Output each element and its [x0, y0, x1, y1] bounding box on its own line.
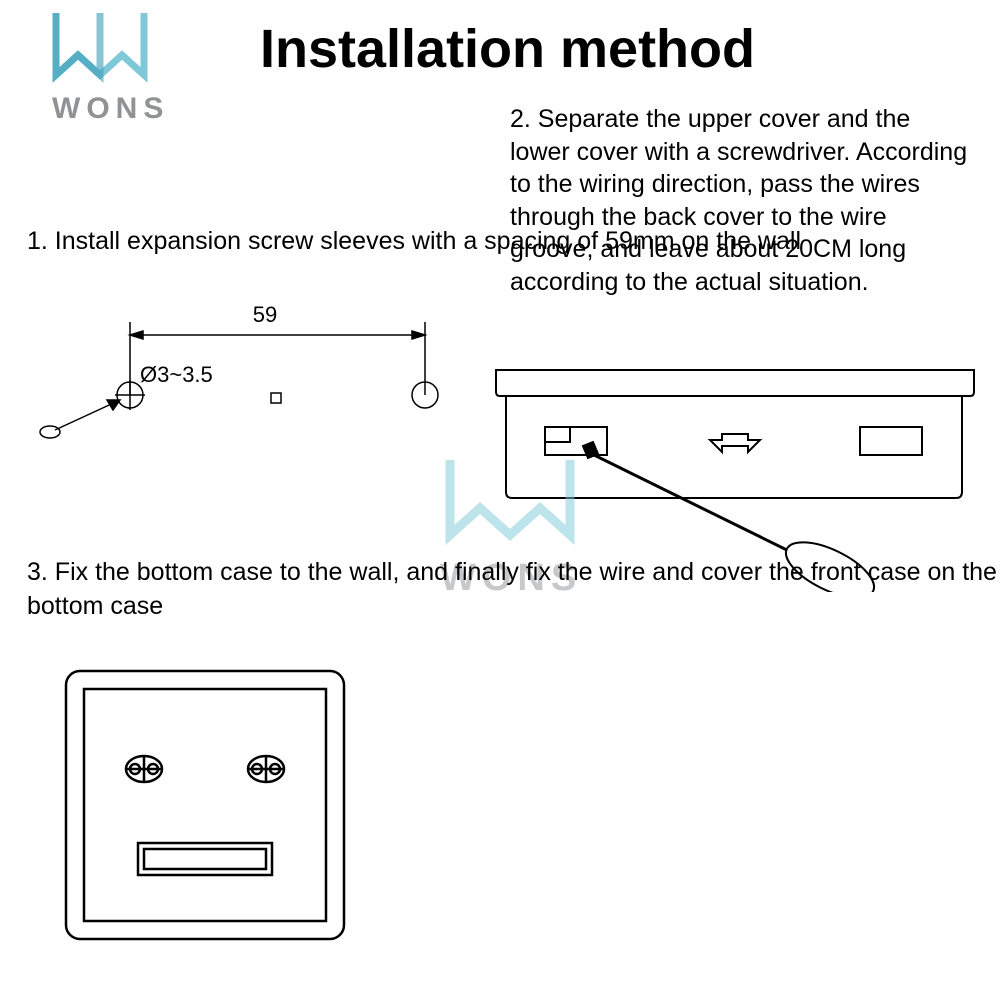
brand-logo: WONS	[48, 5, 183, 135]
step3-diagram	[60, 665, 350, 960]
step3-text: 3. Fix the bottom case to the wall, and …	[27, 556, 1000, 624]
dimension-59: 59	[253, 302, 277, 327]
step1-diagram: 59 Ø3~3.5	[25, 300, 485, 445]
brand-name-text: WONS	[52, 92, 169, 125]
page-title: Installation method	[260, 18, 755, 80]
screw-diameter-label: Ø3~3.5	[140, 362, 213, 387]
step2-text: 2. Separate the upper cover and the lowe…	[510, 103, 975, 298]
